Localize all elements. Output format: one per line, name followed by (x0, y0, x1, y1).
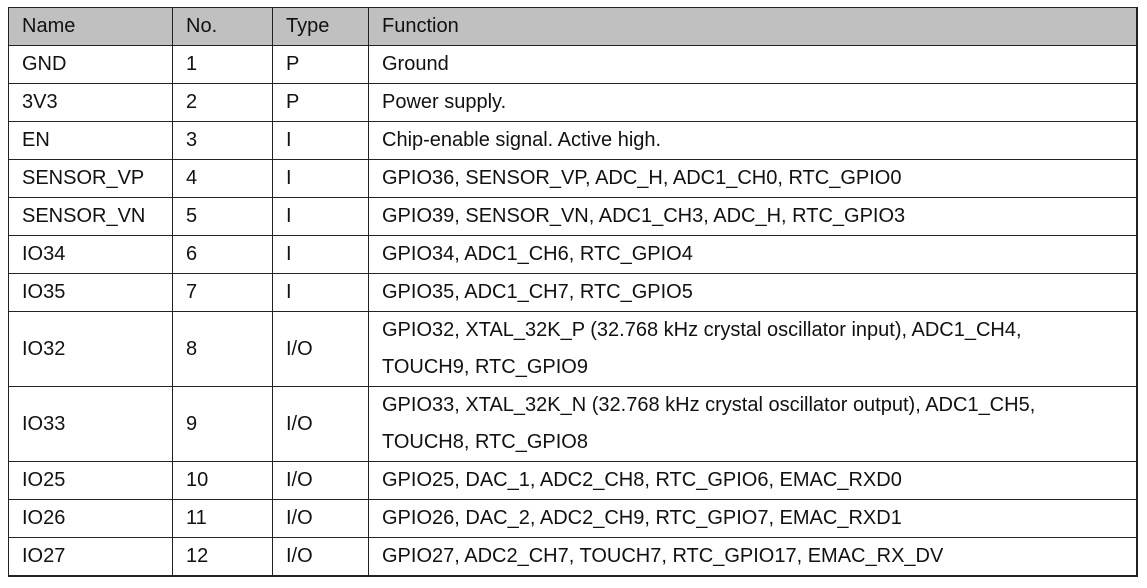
function-line: GPIO27, ADC2_CH7, TOUCH7, RTC_GPIO17, EM… (382, 545, 944, 567)
cell-no: 10 (172, 461, 273, 500)
function-line: Ground (382, 53, 449, 75)
table-row: 3V3 2 P Power supply. (8, 83, 1138, 122)
table-row: IO27 12 I/O GPIO27, ADC2_CH7, TOUCH7, RTC_G… (8, 537, 1138, 577)
cell-function: GPIO34, ADC1_CH6, RTC_GPIO4 (368, 235, 1138, 274)
function-line: Power supply. (382, 91, 507, 113)
function-line: GPIO35, ADC1_CH7, RTC_GPIO5 (382, 281, 693, 303)
header-row: Name No. Type Function (8, 7, 1138, 46)
function-line: GPIO25, DAC_1, ADC2_CH8, RTC_GPIO6, EMAC… (382, 469, 902, 491)
cell-name: SENSOR_VP (8, 159, 173, 198)
cell-name: 3V3 (8, 83, 173, 122)
cell-type: I (272, 197, 369, 236)
header-type: Type (272, 7, 369, 46)
cell-type: I (272, 273, 369, 312)
cell-name: IO27 (8, 537, 173, 577)
cell-name: IO32 (8, 311, 173, 387)
cell-type: P (272, 45, 369, 84)
table-row: GND 1 P Ground (8, 45, 1138, 84)
cell-no: 4 (172, 159, 273, 198)
cell-name: GND (8, 45, 173, 84)
cell-type: I/O (272, 537, 369, 577)
cell-function: GPIO27, ADC2_CH7, TOUCH7, RTC_GPIO17, EM… (368, 537, 1138, 577)
cell-no: 6 (172, 235, 273, 274)
function-line: GPIO33, XTAL_32K_N (32.768 kHz crystal o… (382, 394, 1036, 416)
cell-no: 1 (172, 45, 273, 84)
table-row: SENSOR_VN 5 I GPIO39, SENSOR_VN, ADC1_CH3, … (8, 197, 1138, 236)
header-name: Name (8, 7, 173, 46)
cell-type: I/O (272, 311, 369, 387)
cell-function: GPIO25, DAC_1, ADC2_CH8, RTC_GPIO6, EMAC… (368, 461, 1138, 500)
cell-type: I (272, 121, 369, 160)
table-row: IO32 8 I/O GPIO32, XTAL_32K_P (32.768 kHz c… (8, 311, 1138, 387)
cell-name: IO33 (8, 386, 173, 462)
function-line: GPIO32, XTAL_32K_P (32.768 kHz crystal o… (382, 319, 1022, 341)
table-body: GND 1 P Ground 3V3 2 P Power supply. EN 3 I Chip-en… (8, 45, 1138, 577)
pin-definition-table: Name No. Type Function GND 1 P Ground 3V3 2 P P… (8, 7, 1138, 577)
cell-no: 5 (172, 197, 273, 236)
cell-no: 3 (172, 121, 273, 160)
header-no: No. (172, 7, 273, 46)
cell-function: GPIO33, XTAL_32K_N (32.768 kHz crystal o… (368, 386, 1138, 462)
cell-name: SENSOR_VN (8, 197, 173, 236)
table-row: EN 3 I Chip-enable signal. Active high. (8, 121, 1138, 160)
function-line: GPIO36, SENSOR_VP, ADC_H, ADC1_CH0, RTC_… (382, 167, 902, 189)
cell-function: GPIO36, SENSOR_VP, ADC_H, ADC1_CH0, RTC_… (368, 159, 1138, 198)
header-function: Function (368, 7, 1138, 46)
cell-type: I (272, 235, 369, 274)
cell-no: 2 (172, 83, 273, 122)
cell-type: I (272, 159, 369, 198)
cell-function: GPIO35, ADC1_CH7, RTC_GPIO5 (368, 273, 1138, 312)
function-line: GPIO34, ADC1_CH6, RTC_GPIO4 (382, 243, 693, 265)
table-row: IO25 10 I/O GPIO25, DAC_1, ADC2_CH8, RTC_GP… (8, 461, 1138, 500)
table-row: IO33 9 I/O GPIO33, XTAL_32K_N (32.768 kHz c… (8, 386, 1138, 462)
cell-type: I/O (272, 386, 369, 462)
table-row: SENSOR_VP 4 I GPIO36, SENSOR_VP, ADC_H, ADC… (8, 159, 1138, 198)
cell-type: I/O (272, 499, 369, 538)
cell-name: EN (8, 121, 173, 160)
cell-no: 12 (172, 537, 273, 577)
table-row: IO26 11 I/O GPIO26, DAC_2, ADC2_CH9, RTC_GP… (8, 499, 1138, 538)
cell-type: P (272, 83, 369, 122)
table-row: IO34 6 I GPIO34, ADC1_CH6, RTC_GPIO4 (8, 235, 1138, 274)
cell-function: GPIO39, SENSOR_VN, ADC1_CH3, ADC_H, RTC_… (368, 197, 1138, 236)
cell-no: 11 (172, 499, 273, 538)
cell-type: I/O (272, 461, 369, 500)
cell-function: Chip-enable signal. Active high. (368, 121, 1138, 160)
table-row: IO35 7 I GPIO35, ADC1_CH7, RTC_GPIO5 (8, 273, 1138, 312)
function-line: TOUCH9, RTC_GPIO9 (382, 356, 588, 378)
cell-name: IO25 (8, 461, 173, 500)
function-line: GPIO26, DAC_2, ADC2_CH9, RTC_GPIO7, EMAC… (382, 507, 902, 529)
cell-name: IO34 (8, 235, 173, 274)
cell-no: 7 (172, 273, 273, 312)
cell-name: IO35 (8, 273, 173, 312)
cell-no: 9 (172, 386, 273, 462)
function-line: TOUCH8, RTC_GPIO8 (382, 431, 588, 453)
cell-function: GPIO32, XTAL_32K_P (32.768 kHz crystal o… (368, 311, 1138, 387)
cell-function: Power supply. (368, 83, 1138, 122)
cell-function: Ground (368, 45, 1138, 84)
function-line: Chip-enable signal. Active high. (382, 129, 662, 151)
cell-name: IO26 (8, 499, 173, 538)
cell-no: 8 (172, 311, 273, 387)
function-line: GPIO39, SENSOR_VN, ADC1_CH3, ADC_H, RTC_… (382, 205, 906, 227)
cell-function: GPIO26, DAC_2, ADC2_CH9, RTC_GPIO7, EMAC… (368, 499, 1138, 538)
